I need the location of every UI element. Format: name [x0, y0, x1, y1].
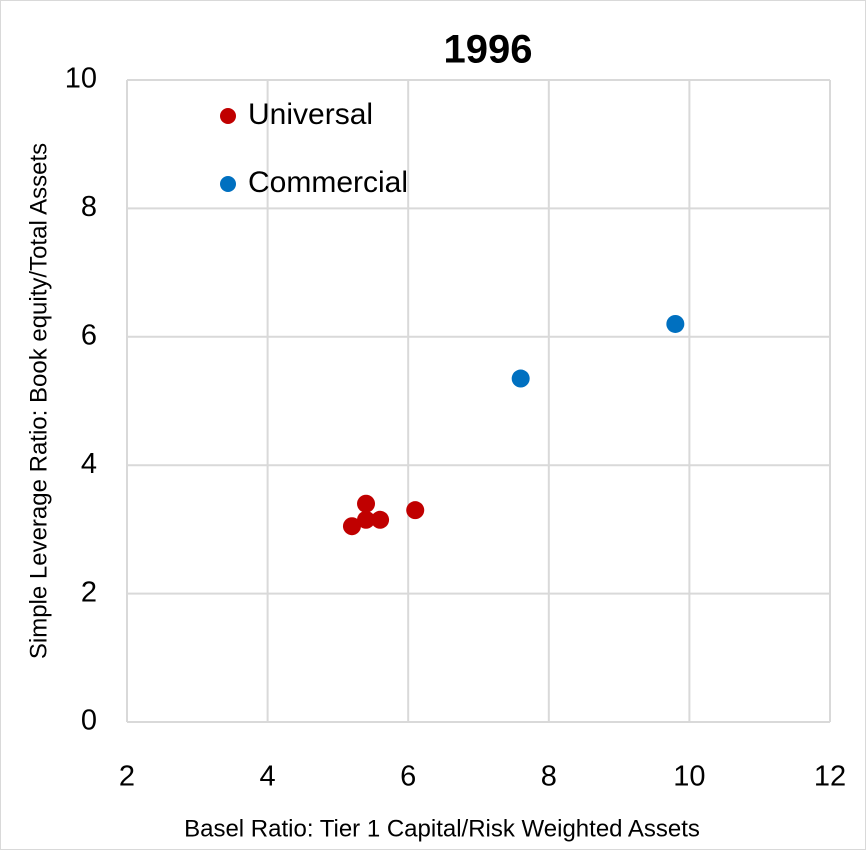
point: [406, 501, 425, 520]
y-tick-label: 6: [81, 319, 97, 351]
point: [371, 510, 390, 529]
x-axis-label: Basel Ratio: Tier 1 Capital/Risk Weighte…: [184, 815, 700, 842]
legend-marker: [220, 108, 236, 124]
point: [357, 494, 376, 513]
y-tick-label: 2: [81, 576, 97, 608]
y-axis-label: Simple Leverage Ratio: Book equity/Total…: [25, 143, 52, 659]
y-tick-label: 4: [81, 448, 97, 480]
legend-marker: [220, 176, 236, 192]
x-tick-label: 12: [814, 761, 846, 793]
legend-label: Commercial: [248, 166, 408, 199]
point: [511, 369, 530, 388]
point: [342, 517, 361, 536]
chart-title: 1996: [444, 28, 533, 72]
point: [357, 510, 376, 529]
x-tick-label: 10: [673, 761, 705, 793]
legend-label: Universal: [248, 98, 373, 131]
y-tick-label: 8: [81, 191, 97, 223]
x-tick-label: 8: [541, 761, 557, 793]
y-tick-label: 10: [65, 63, 97, 95]
x-tick-label: 6: [400, 761, 416, 793]
x-tick-label: 2: [119, 761, 135, 793]
point: [666, 314, 685, 333]
x-tick-label: 4: [260, 761, 276, 793]
y-tick-label: 0: [81, 705, 97, 737]
